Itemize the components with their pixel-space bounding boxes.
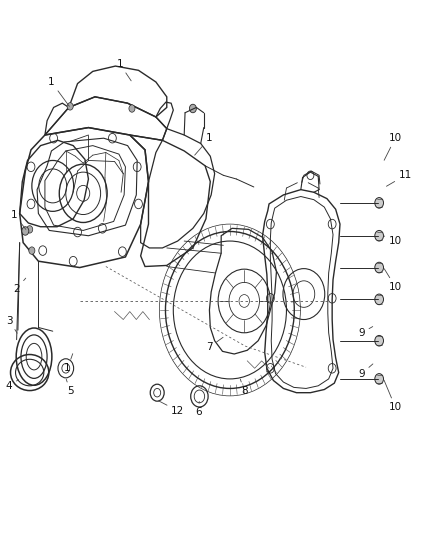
Text: 5: 5 (66, 379, 74, 396)
Circle shape (129, 105, 135, 112)
Text: 12: 12 (159, 401, 184, 416)
Circle shape (375, 335, 384, 346)
Text: 9: 9 (358, 327, 373, 338)
Text: 1: 1 (64, 354, 73, 373)
Circle shape (27, 225, 33, 233)
Text: 3: 3 (6, 316, 17, 333)
Text: 1: 1 (11, 209, 26, 229)
Text: 10: 10 (384, 380, 402, 412)
Text: 10: 10 (384, 133, 402, 160)
Text: 1: 1 (194, 133, 213, 155)
Circle shape (29, 247, 35, 254)
Text: 1: 1 (48, 77, 69, 106)
Circle shape (22, 227, 29, 235)
Circle shape (189, 104, 196, 113)
Text: 10: 10 (384, 269, 402, 292)
Circle shape (375, 262, 384, 273)
Circle shape (375, 374, 384, 384)
Circle shape (375, 230, 384, 241)
Text: 7: 7 (206, 337, 223, 352)
Text: 1: 1 (117, 59, 131, 81)
Circle shape (375, 198, 384, 208)
Text: 2: 2 (13, 278, 26, 294)
Text: 9: 9 (358, 364, 373, 378)
Text: 6: 6 (195, 401, 201, 417)
Circle shape (375, 294, 384, 305)
Text: 8: 8 (240, 379, 247, 396)
Text: 11: 11 (386, 171, 412, 186)
Text: 10: 10 (384, 236, 402, 246)
Text: 4: 4 (6, 379, 18, 391)
Circle shape (67, 103, 73, 110)
